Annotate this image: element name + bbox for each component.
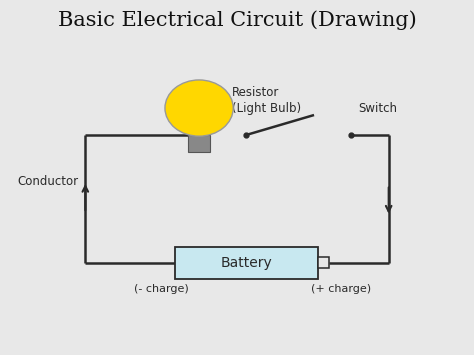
- Text: Resistor
(Light Bulb): Resistor (Light Bulb): [232, 87, 301, 115]
- Text: Basic Electrical Circuit (Drawing): Basic Electrical Circuit (Drawing): [58, 11, 416, 30]
- Text: (- charge): (- charge): [134, 284, 189, 294]
- Text: (+ charge): (+ charge): [311, 284, 371, 294]
- Ellipse shape: [165, 80, 233, 136]
- Bar: [318, 257, 329, 268]
- Text: Battery: Battery: [220, 256, 273, 270]
- Text: Conductor: Conductor: [17, 175, 78, 187]
- Bar: [175, 247, 318, 279]
- Bar: [188, 135, 210, 152]
- Text: Switch: Switch: [358, 102, 397, 115]
